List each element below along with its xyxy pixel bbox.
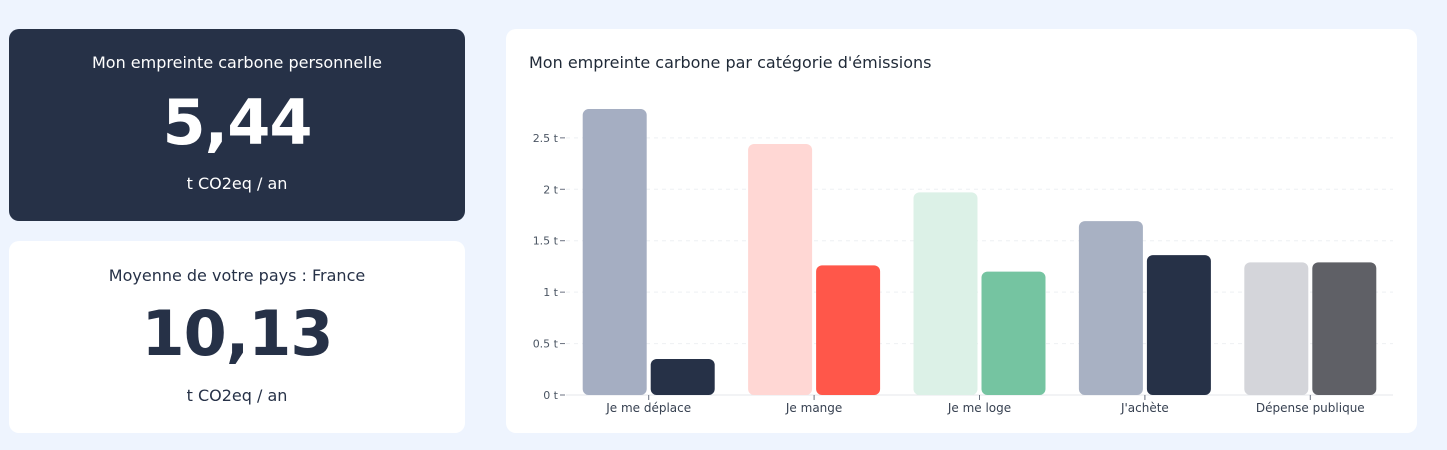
bar-primary-0[interactable] xyxy=(582,109,647,396)
y-tick-label: 0.5 t xyxy=(533,338,559,351)
y-tick-label: 1 t xyxy=(543,286,558,299)
y-tick-label: 1.5 t xyxy=(533,235,559,248)
y-tick-label: 0 t xyxy=(543,389,558,402)
personal-footprint-unit: t CO2eq / an xyxy=(186,174,288,193)
bar-secondary-4[interactable] xyxy=(1312,262,1377,395)
personal-footprint-title: Mon empreinte carbone personnelle xyxy=(91,53,383,72)
bar-secondary-1[interactable] xyxy=(816,265,881,395)
x-tick-label: Je mange xyxy=(785,401,842,415)
country-average-card: Moyenne de votre pays : France 10,13 t C… xyxy=(9,241,465,433)
x-tick-label: Dépense publique xyxy=(1256,401,1365,415)
emissions-chart-card: Mon empreinte carbone par catégorie d'ém… xyxy=(506,29,1417,433)
bar-primary-2[interactable] xyxy=(913,192,978,395)
chart-title: Mon empreinte carbone par catégorie d'ém… xyxy=(529,53,932,72)
country-average-value: 10,13 xyxy=(141,297,333,370)
country-average-unit: t CO2eq / an xyxy=(186,386,288,405)
bar-secondary-3[interactable] xyxy=(1146,255,1211,395)
personal-footprint-value: 5,44 xyxy=(162,86,313,159)
emissions-bar-chart: 0 t 0.5 t 1 t 1.5 t 2 t 2.5 t Je me déplace Je … xyxy=(533,109,1393,415)
bar-secondary-0[interactable] xyxy=(650,359,715,395)
country-average-title: Moyenne de votre pays : France xyxy=(108,266,366,285)
personal-footprint-card: Mon empreinte carbone personnelle 5,44 t… xyxy=(9,29,465,221)
x-tick-label: Je me loge xyxy=(947,401,1011,415)
bar-primary-3[interactable] xyxy=(1078,221,1143,395)
bar-secondary-2[interactable] xyxy=(981,271,1046,395)
bar-primary-1[interactable] xyxy=(748,144,813,395)
bar-primary-4[interactable] xyxy=(1244,262,1309,395)
y-tick-label: 2.5 t xyxy=(533,132,559,145)
x-tick-label: Je me déplace xyxy=(605,401,691,415)
x-tick-label: J'achète xyxy=(1120,401,1169,415)
y-tick-label: 2 t xyxy=(543,183,558,196)
